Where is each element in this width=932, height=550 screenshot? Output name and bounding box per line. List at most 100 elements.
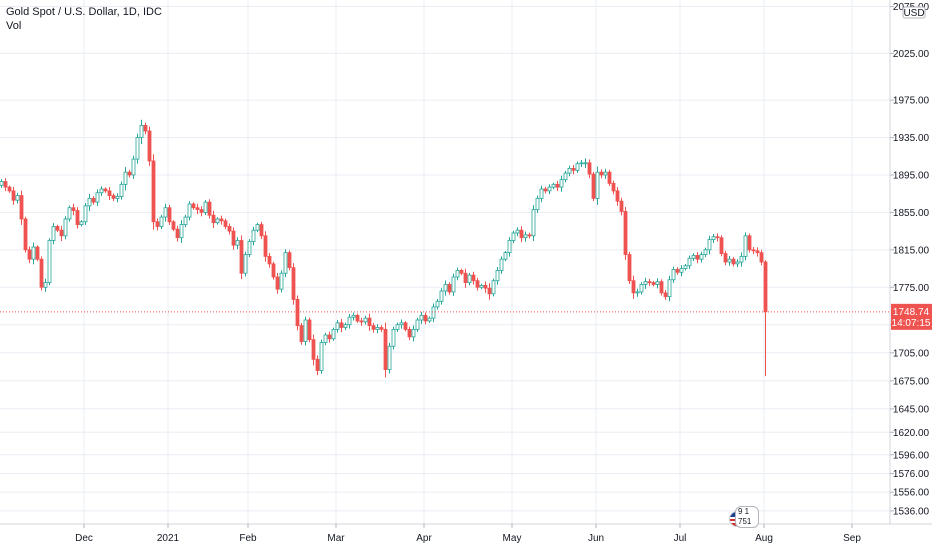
candle — [635, 288, 640, 297]
candle-body — [611, 182, 616, 192]
candle — [151, 154, 156, 230]
candle-body — [423, 314, 428, 322]
candle-body — [347, 316, 352, 326]
candle — [643, 277, 648, 290]
candle-body — [107, 190, 112, 196]
candle-body — [3, 181, 8, 188]
candle — [187, 201, 192, 221]
candle-body — [439, 290, 444, 302]
candle-body — [687, 257, 692, 267]
candle-body — [447, 284, 452, 293]
candle-body — [55, 226, 60, 231]
candle — [231, 227, 236, 250]
candle — [131, 155, 136, 179]
candle — [331, 327, 336, 341]
x-tick-label: Feb — [239, 533, 257, 544]
candle-body — [63, 218, 68, 237]
candle — [375, 324, 380, 334]
candle — [655, 278, 660, 289]
y-tick-label: 1556.00 — [893, 488, 930, 499]
y-tick-label: 1935.00 — [893, 133, 930, 144]
candle-body — [231, 230, 236, 246]
candle-body — [695, 255, 700, 260]
candle-body — [291, 267, 296, 300]
candle — [691, 253, 696, 261]
candle-body — [0, 181, 4, 186]
candle-body — [403, 322, 408, 330]
candle — [727, 255, 732, 266]
candle — [707, 235, 712, 255]
volume-indicator-label[interactable]: Vol — [6, 20, 22, 32]
candle-body — [731, 258, 736, 265]
candle-body — [483, 284, 488, 289]
currency-badge[interactable]: USD — [902, 6, 926, 19]
candle — [551, 182, 556, 190]
y-tick-label: 1620.00 — [893, 428, 930, 439]
candle-body — [399, 322, 404, 326]
candle — [307, 317, 312, 343]
candle-body — [175, 228, 180, 239]
candle-body — [519, 229, 524, 239]
candle — [79, 220, 84, 227]
candle-body — [287, 252, 292, 269]
candle — [715, 233, 720, 242]
candle-body — [387, 345, 392, 371]
candle — [291, 263, 296, 305]
candle-body — [211, 214, 216, 224]
candle — [487, 283, 492, 300]
candle — [571, 165, 576, 175]
candle — [287, 250, 292, 271]
candle — [395, 322, 400, 332]
candle — [711, 233, 716, 243]
candle — [627, 251, 632, 284]
x-tick-label: Apr — [416, 533, 432, 544]
y-tick-label: 1576.00 — [893, 469, 930, 480]
candle — [0, 179, 4, 188]
candle — [475, 277, 480, 291]
candle — [687, 255, 692, 270]
candle — [35, 245, 40, 262]
candle-body — [567, 168, 572, 174]
candle-body — [735, 261, 740, 265]
y-tick-label: 2025.00 — [893, 49, 930, 60]
economic-events-marker[interactable]: 9 1 751 — [729, 506, 759, 528]
candle-body — [443, 284, 448, 292]
candle-body — [367, 317, 372, 327]
candle-body — [255, 224, 260, 231]
candle — [339, 318, 344, 333]
candle — [343, 322, 348, 331]
candle-body — [167, 207, 172, 223]
candle — [611, 180, 616, 195]
chart-title[interactable]: Gold Spot / U.S. Dollar, 1D, IDC — [6, 6, 162, 18]
candle-body — [91, 197, 96, 203]
candle-body — [675, 269, 680, 273]
candle-body — [619, 200, 624, 212]
time-axis[interactable]: Dec 2021 Feb Mar Apr May Jun Jul Aug Sep — [75, 524, 861, 544]
candle-body — [463, 272, 468, 283]
candle-body — [235, 240, 240, 246]
candle-body — [691, 255, 696, 259]
candle — [731, 256, 736, 267]
candle — [483, 281, 488, 293]
candle — [319, 339, 324, 374]
candle — [455, 267, 460, 281]
candle — [591, 171, 596, 201]
candle — [103, 187, 108, 193]
candle — [499, 256, 504, 274]
x-tick-label: Jul — [674, 533, 687, 544]
candle — [139, 119, 144, 145]
candle-body — [555, 183, 560, 188]
candle — [155, 218, 160, 231]
candle — [127, 169, 132, 178]
candle-body — [7, 186, 12, 192]
candle-body — [215, 218, 220, 224]
candle — [323, 332, 328, 346]
candle — [295, 295, 300, 331]
x-tick-label: May — [503, 533, 522, 544]
candle — [91, 196, 96, 205]
candle-body — [87, 197, 92, 207]
candle — [195, 203, 200, 215]
price-axis[interactable]: 2075.002025.001975.001935.001895.001855.… — [890, 2, 930, 517]
candle — [179, 220, 184, 243]
